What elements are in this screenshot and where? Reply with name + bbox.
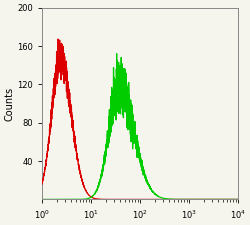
Y-axis label: Counts: Counts — [4, 86, 14, 121]
